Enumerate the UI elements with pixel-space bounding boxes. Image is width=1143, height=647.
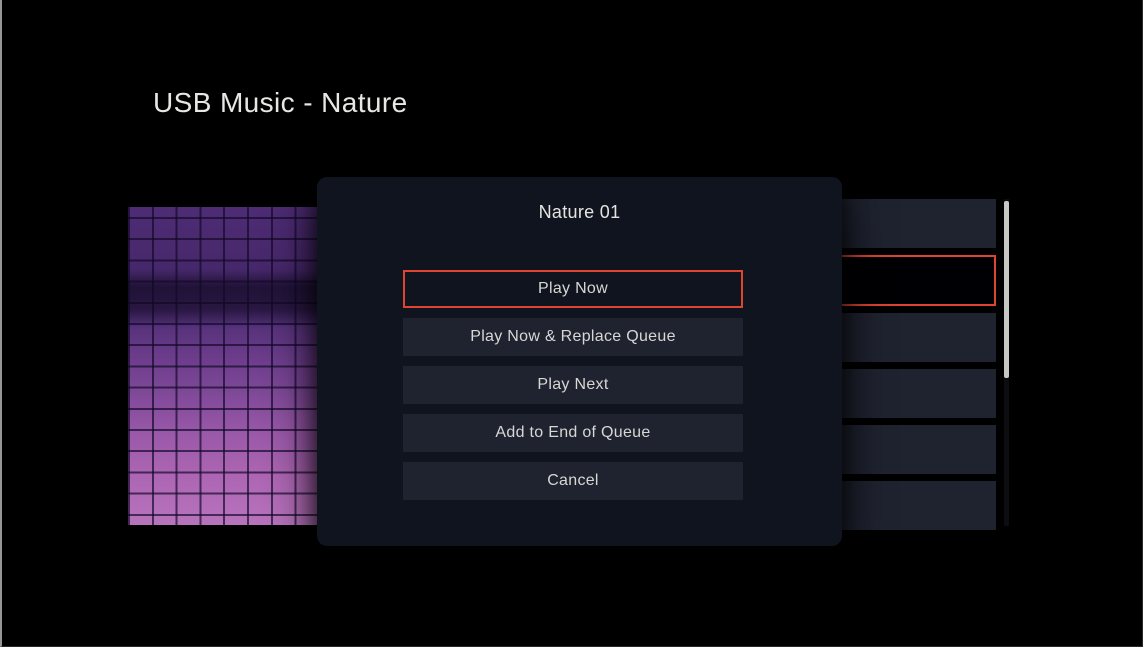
play-now-button[interactable]: Play Now: [403, 270, 743, 308]
scrollbar-thumb[interactable]: [1004, 201, 1009, 378]
page-title: USB Music - Nature: [153, 87, 408, 118]
cancel-button[interactable]: Cancel: [403, 462, 743, 500]
album-art: [128, 207, 318, 525]
play-now-replace-queue-button[interactable]: Play Now & Replace Queue: [403, 318, 743, 356]
track-options-dialog: Nature 01 Play Now Play Now & Replace Qu…: [317, 177, 842, 546]
dialog-title: Nature 01: [538, 202, 621, 222]
scrollbar-track[interactable]: [1004, 199, 1009, 526]
add-to-end-of-queue-button[interactable]: Add to End of Queue: [403, 414, 743, 452]
play-next-button[interactable]: Play Next: [403, 366, 743, 404]
dialog-button-stack: Play Now Play Now & Replace Queue Play N…: [403, 270, 743, 500]
